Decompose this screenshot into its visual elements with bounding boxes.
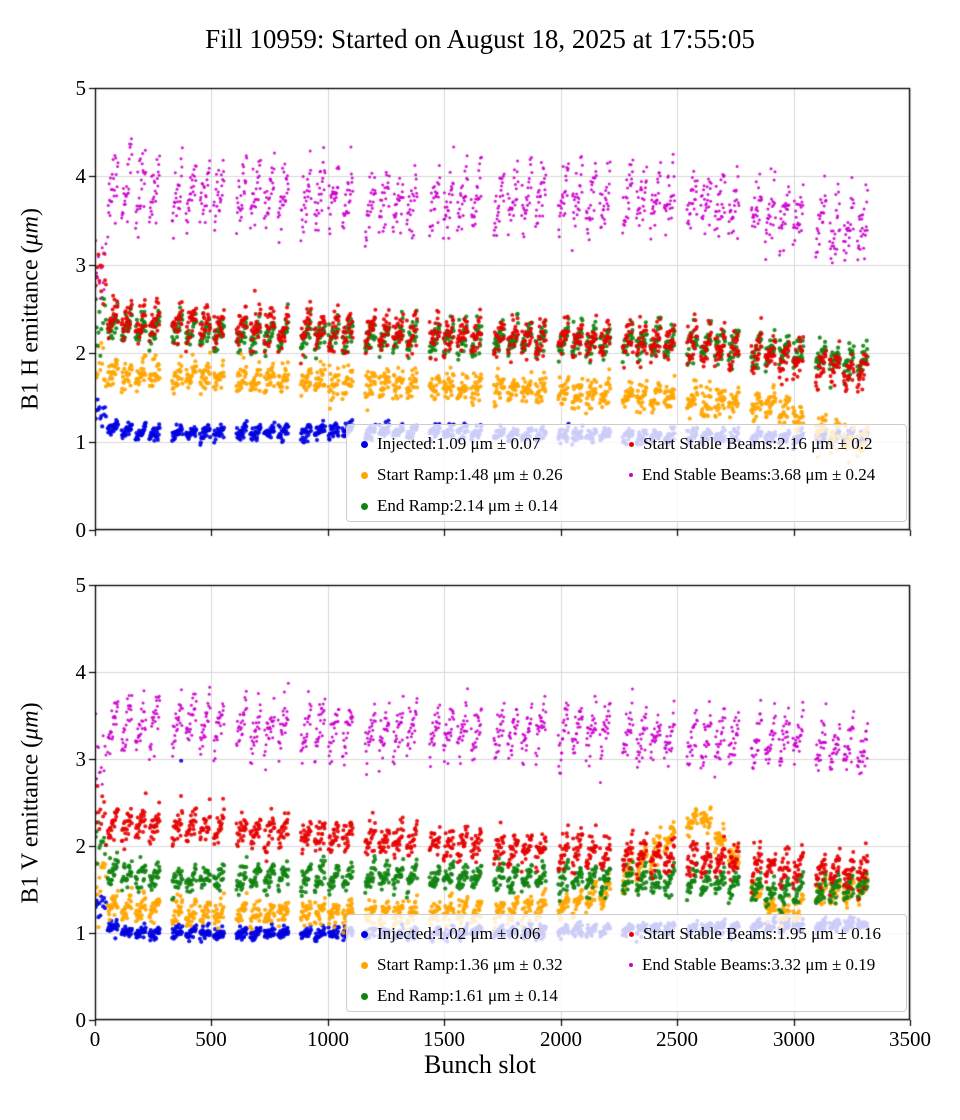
x-tick-label: 1000 <box>307 1027 349 1051</box>
legend-marker-end-ramp <box>361 992 368 1000</box>
legend-marker-injected <box>361 930 368 938</box>
x-tick-label: 2500 <box>656 1027 698 1051</box>
legend-marker-start-ramp <box>361 961 368 969</box>
legend-marker-start-ramp <box>361 471 368 479</box>
legend-label-end-ramp: End Ramp:1.61 μm ± 0.14 <box>377 986 558 1005</box>
legend-label-start-stable-beams: Start Stable Beams:2.16 μm ± 0.2 <box>643 434 873 453</box>
legend-marker-start-stable-beams <box>629 441 634 447</box>
x-tick-label: 3500 <box>889 1027 931 1051</box>
x-tick-label: 0 <box>89 1027 101 1051</box>
legend-marker-end-stable-beams <box>629 963 633 967</box>
legend-label-end-stable-beams: End Stable Beams:3.68 μm ± 0.24 <box>642 465 876 484</box>
y-tick-label: 0 <box>75 1008 87 1032</box>
y-tick-label: 1 <box>75 430 87 454</box>
y-tick-label: 4 <box>75 660 87 684</box>
x-tick-label: 3000 <box>773 1027 815 1051</box>
legend-label-end-ramp: End Ramp:2.14 μm ± 0.14 <box>377 496 558 515</box>
figure-title: Fill 10959: Started on August 18, 2025 a… <box>205 24 755 54</box>
legend-label-start-ramp: Start Ramp:1.48 μm ± 0.26 <box>377 465 563 484</box>
legend-b1h: Injected:1.09 μm ± 0.07 Start Ramp:1.48 … <box>346 424 907 522</box>
y-tick-label: 2 <box>75 834 87 858</box>
y-tick-label: 2 <box>75 341 87 365</box>
legend-marker-start-stable-beams <box>629 931 634 937</box>
legend-label-start-stable-beams: Start Stable Beams:1.95 μm ± 0.16 <box>643 924 882 943</box>
legend-marker-end-stable-beams <box>629 473 633 477</box>
legend-label-start-ramp: Start Ramp:1.36 μm ± 0.32 <box>377 955 563 974</box>
legend-label-end-stable-beams: End Stable Beams:3.32 μm ± 0.19 <box>642 955 876 974</box>
legend-marker-injected <box>361 440 368 448</box>
legend-marker-end-ramp <box>361 502 368 510</box>
y-tick-label: 3 <box>75 747 87 771</box>
x-tick-label: 500 <box>195 1027 227 1051</box>
y-axis-label-b1h: B1 H emittance (μm) <box>17 207 44 411</box>
y-tick-label: 0 <box>75 518 87 542</box>
legend-b1v: Injected:1.02 μm ± 0.06 Start Ramp:1.36 … <box>346 914 907 1012</box>
x-tick-label: 2000 <box>540 1027 582 1051</box>
y-tick-label: 5 <box>75 76 87 100</box>
x-axis-label: Bunch slot <box>424 1050 536 1079</box>
legend-label-injected: Injected:1.09 μm ± 0.07 <box>377 434 541 453</box>
y-tick-label: 4 <box>75 164 87 188</box>
x-tick-label: 1500 <box>423 1027 465 1051</box>
y-axis-label-b1v: B1 V emittance (μm) <box>17 702 44 904</box>
legend-label-injected: Injected:1.02 μm ± 0.06 <box>377 924 541 943</box>
y-tick-label: 1 <box>75 921 87 945</box>
y-tick-label: 5 <box>75 573 87 597</box>
y-tick-label: 3 <box>75 253 87 277</box>
